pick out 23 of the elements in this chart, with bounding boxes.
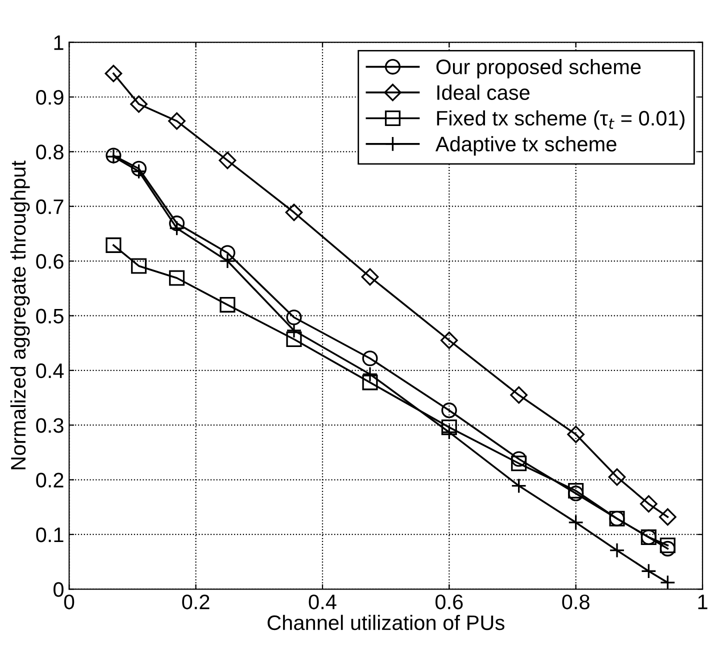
y-axis-title: Normalized aggregate throughput (10, 160, 30, 470)
legend-label: Adaptive tx scheme (435, 136, 616, 156)
y-tick-label: 0.3 (36, 418, 64, 433)
y-tick-label: 0.6 (36, 254, 64, 269)
y-tick-label: 0.2 (36, 472, 64, 488)
y-tick-label: 1 (54, 36, 64, 50)
x-tick-label: 0.6 (436, 594, 463, 610)
y-tick-label: 0.9 (36, 90, 64, 105)
x-tick-label: 0 (64, 594, 74, 610)
y-tick-label: 0 (54, 582, 64, 597)
x-tick-label: 1 (698, 594, 708, 610)
y-tick-label: 0.8 (36, 144, 64, 160)
x-axis-title: Channel utilization of PUs (268, 614, 504, 630)
legend-label: Ideal case (437, 84, 530, 100)
x-tick-label: 0.4 (308, 594, 336, 610)
y-tick-label: 0.4 (36, 363, 64, 378)
y-tick-label: 0.5 (36, 308, 64, 324)
legend-label: Our proposed scheme (436, 58, 641, 78)
y-tick-label: 0.7 (36, 199, 64, 214)
y-tick-label: 0.1 (36, 527, 64, 542)
x-tick-label: 0.8 (562, 594, 590, 610)
legend-label: Fixed tx scheme (τ$_{t}$ = 0.01) (437, 110, 684, 130)
x-tick-label: 0.2 (182, 594, 210, 610)
